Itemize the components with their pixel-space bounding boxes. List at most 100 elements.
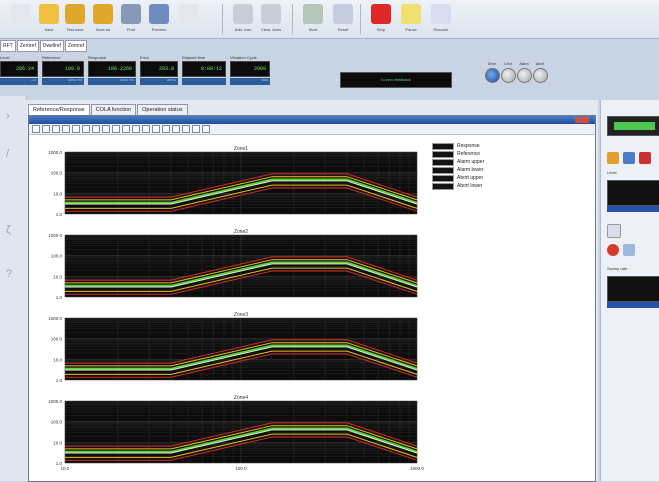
status-subvalue: 10001.700 bbox=[88, 78, 136, 85]
toolbar-separator bbox=[222, 4, 223, 34]
led-indicator: Alarm bbox=[516, 62, 532, 83]
alarm-lower-line bbox=[65, 350, 418, 375]
toolbar-button-9[interactable]: Start bbox=[300, 2, 326, 36]
led-label: Drive bbox=[487, 62, 497, 66]
chart-tool-button[interactable] bbox=[62, 125, 70, 133]
alarm-upper-line bbox=[65, 342, 418, 367]
response-line bbox=[65, 344, 418, 370]
tab-reference-response[interactable]: Reference/Response bbox=[28, 104, 90, 115]
toolbar-button-4[interactable]: Print bbox=[118, 2, 144, 36]
x-tick-label: 10.0 bbox=[61, 466, 70, 471]
blank-icon[interactable] bbox=[607, 224, 621, 238]
chart-tool-button[interactable] bbox=[92, 125, 100, 133]
chart-tool-button[interactable] bbox=[142, 125, 150, 133]
strip-tab-rft[interactable]: RFT bbox=[0, 40, 16, 52]
chart-tool-button[interactable] bbox=[52, 125, 60, 133]
y-tick-label: 10.0 bbox=[53, 357, 62, 362]
y-tick-label: 1000.0 bbox=[48, 150, 62, 155]
close-icon[interactable] bbox=[575, 117, 589, 123]
legend-label: Alarm lower bbox=[457, 167, 484, 173]
toolbar-button-label: Resume bbox=[433, 27, 449, 32]
level-bar bbox=[614, 122, 655, 130]
arrow-icon[interactable]: › bbox=[6, 110, 10, 122]
pen-icon[interactable]: / bbox=[6, 148, 10, 160]
edit-icon[interactable] bbox=[623, 244, 635, 256]
status-subvalue: 10001.700 bbox=[42, 78, 84, 85]
legend-swatch bbox=[432, 150, 454, 158]
chart-tool-button[interactable] bbox=[172, 125, 180, 133]
toolbar-button-label: Add. icon bbox=[234, 27, 252, 32]
toolbar-button-0[interactable] bbox=[8, 2, 34, 36]
led-lamp bbox=[532, 68, 548, 83]
doc-icon bbox=[11, 4, 31, 24]
toolbar-button-10[interactable]: Reset bbox=[330, 2, 356, 36]
record-icon[interactable] bbox=[607, 244, 619, 256]
toolbar-button-11[interactable]: Stop bbox=[368, 2, 394, 36]
bracket-icon[interactable]: ζ bbox=[6, 224, 11, 236]
plot-panel-1: Zone1 1000.0 100.0 10.0 1.0 bbox=[48, 146, 418, 217]
toolbar-button-8[interactable]: Clear. Axes bbox=[258, 2, 284, 36]
strip-tab-zeroref[interactable]: Zeroref bbox=[16, 40, 39, 52]
y-tick-label: 100.0 bbox=[51, 171, 63, 176]
chart-tool-button[interactable] bbox=[192, 125, 200, 133]
legend-item: Reference bbox=[432, 150, 522, 158]
chart-tool-button[interactable] bbox=[72, 125, 80, 133]
y-tick-label: 1.0 bbox=[56, 212, 63, 217]
chart-tool-button[interactable] bbox=[122, 125, 130, 133]
tab-cola-function[interactable]: COLA function bbox=[90, 104, 137, 115]
toolbar-separator bbox=[360, 4, 361, 34]
level-blue-bar bbox=[607, 206, 659, 212]
sweep-blue-bar bbox=[607, 302, 659, 308]
status-label: Error bbox=[140, 55, 149, 60]
chart-tool-button[interactable] bbox=[32, 125, 40, 133]
chart-tool-button[interactable] bbox=[162, 125, 170, 133]
chart-tool-button[interactable] bbox=[152, 125, 160, 133]
toolbar-button-1[interactable]: Save bbox=[36, 2, 62, 36]
stop-icon bbox=[371, 4, 391, 24]
tab-operation-status[interactable]: Operation status bbox=[137, 104, 188, 115]
delete-icon[interactable] bbox=[639, 152, 651, 164]
status-box: Response 106.2266 10001.700 bbox=[88, 55, 136, 85]
chart-tool-button[interactable] bbox=[132, 125, 140, 133]
y-tick-label: 1000.0 bbox=[48, 233, 62, 238]
status-box: Reference 100.0 10001.700 bbox=[42, 55, 84, 85]
y-tick-label: 1.0 bbox=[56, 461, 63, 466]
status-subvalue: 285.5a bbox=[140, 78, 178, 85]
toolbar-button-2[interactable]: Test save bbox=[62, 2, 88, 36]
main-panel: Reference/Response COLA function Operati… bbox=[26, 100, 598, 482]
toolbar-separator bbox=[292, 4, 293, 34]
chart-tool-button[interactable] bbox=[42, 125, 50, 133]
legend-swatch bbox=[432, 142, 454, 150]
toolbar-button-6[interactable] bbox=[176, 2, 202, 36]
resume-icon bbox=[431, 4, 451, 24]
abort-upper-line bbox=[65, 339, 418, 364]
folder-icon[interactable] bbox=[607, 152, 619, 164]
toolbar-button-3[interactable]: Save as bbox=[90, 2, 116, 36]
left-tool-strip: › / ζ ? bbox=[0, 96, 27, 481]
chart-tool-button[interactable] bbox=[202, 125, 210, 133]
legend-swatch bbox=[432, 174, 454, 182]
toolbar-button-label: Print bbox=[126, 27, 136, 32]
toolbar-button-label: Save bbox=[44, 27, 54, 32]
strip-tab-dwellref[interactable]: Dwellref bbox=[39, 40, 64, 52]
x-tick-label: 100.0 bbox=[235, 466, 247, 471]
toolbar-button-12[interactable]: Pause bbox=[398, 2, 424, 36]
chart-window-titlebar[interactable] bbox=[29, 116, 595, 124]
question-icon[interactable]: ? bbox=[6, 268, 13, 280]
toolbar-button-13[interactable]: Resume bbox=[428, 2, 454, 36]
strip-tab-zeroref-2[interactable]: Zeroref bbox=[64, 40, 88, 52]
save-icon[interactable] bbox=[623, 152, 635, 164]
status-message: Io zero feedback bbox=[340, 72, 452, 88]
y-tick-label: 100.0 bbox=[51, 337, 63, 342]
led-lamp bbox=[516, 68, 532, 83]
toolbar-button-7[interactable]: Add. icon bbox=[230, 2, 256, 36]
toolbar-button-label: Start bbox=[308, 27, 318, 32]
legend-item: Alarm upper bbox=[432, 158, 522, 166]
legend-label: Abort lower bbox=[457, 183, 483, 189]
abort-lower-line bbox=[65, 270, 418, 295]
toolbar-button-5[interactable]: Preview bbox=[146, 2, 172, 36]
chart-tool-button[interactable] bbox=[102, 125, 110, 133]
chart-tool-button[interactable] bbox=[82, 125, 90, 133]
chart-tool-button[interactable] bbox=[112, 125, 120, 133]
chart-tool-button[interactable] bbox=[182, 125, 190, 133]
